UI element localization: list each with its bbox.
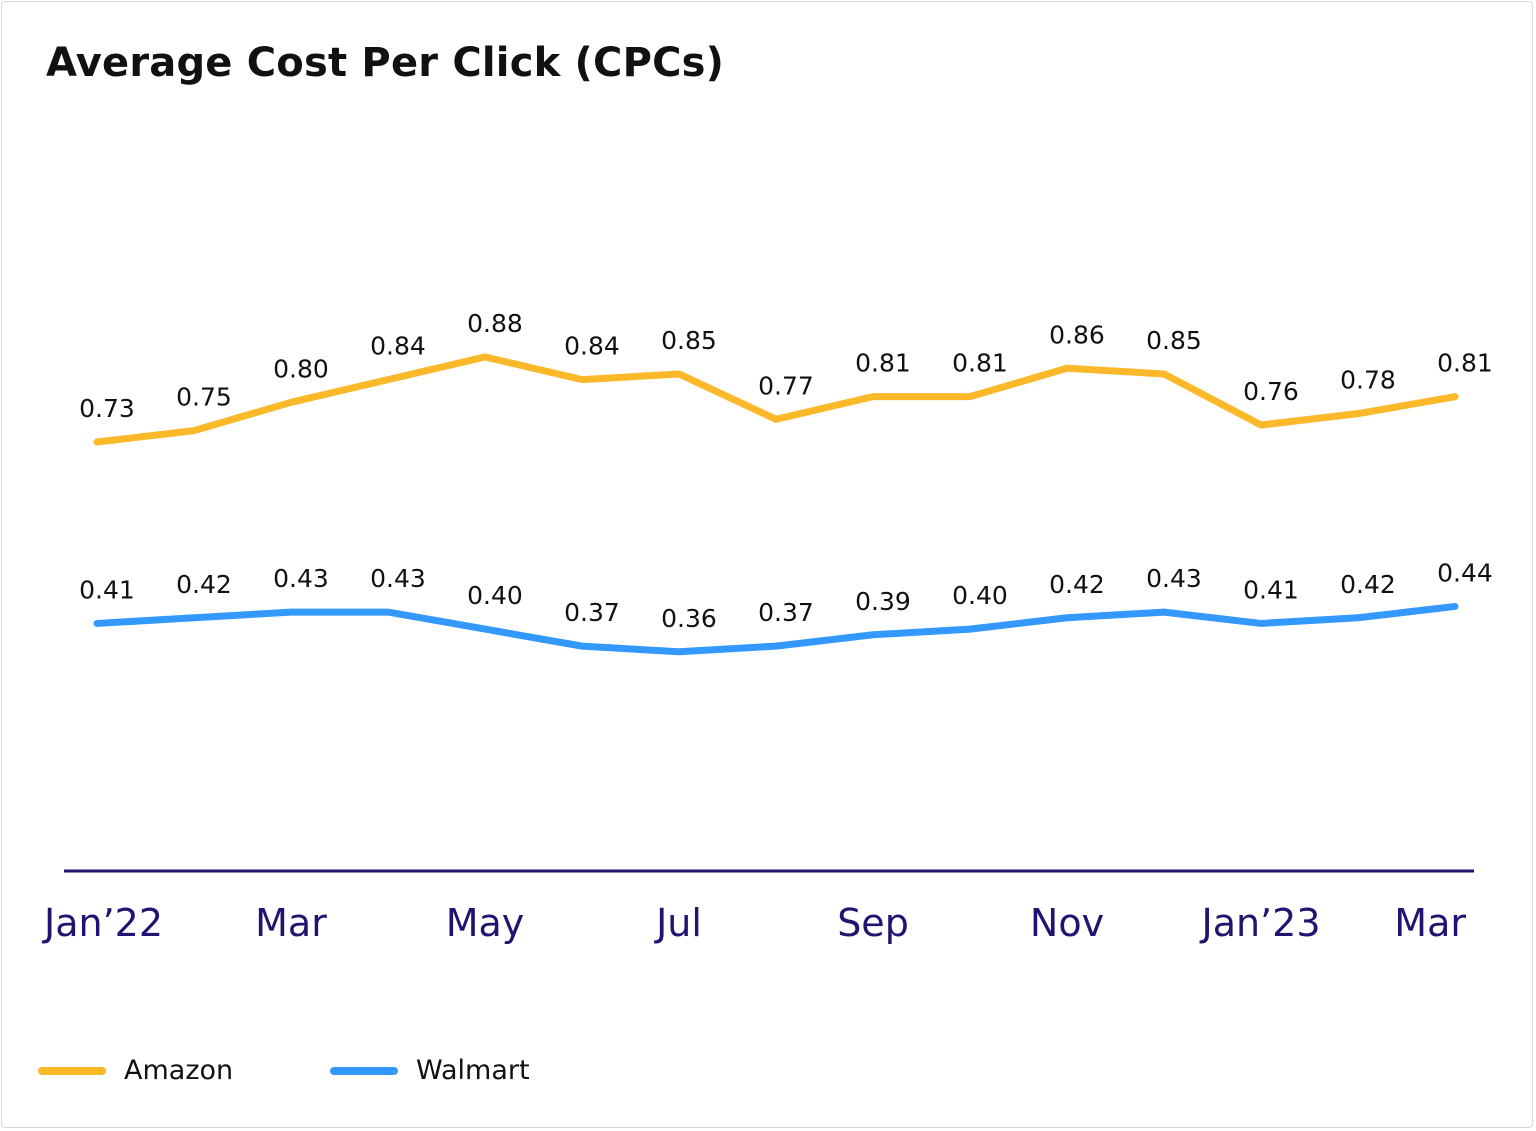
chart-title: Average Cost Per Click (CPCs) — [46, 40, 725, 86]
data-label-walmart: 0.37 — [564, 598, 620, 627]
data-label-amazon: 0.81 — [952, 349, 1008, 378]
data-label-amazon: 0.76 — [1243, 377, 1299, 406]
data-label-walmart: 0.42 — [1340, 570, 1396, 599]
data-label-walmart: 0.36 — [661, 604, 717, 633]
data-label-amazon: 0.80 — [273, 354, 329, 383]
data-label-amazon: 0.84 — [370, 332, 426, 361]
x-tick-label: Mar — [1394, 901, 1466, 945]
data-label-walmart: 0.43 — [273, 564, 329, 593]
data-label-walmart: 0.39 — [855, 587, 911, 616]
data-label-amazon: 0.85 — [1146, 326, 1202, 355]
data-label-amazon: 0.88 — [467, 309, 523, 338]
x-tick-label: Sep — [837, 901, 909, 945]
legend-label-amazon: Amazon — [124, 1055, 234, 1086]
data-label-walmart: 0.44 — [1437, 558, 1493, 587]
legend-label-walmart: Walmart — [416, 1055, 530, 1086]
data-label-walmart: 0.43 — [370, 564, 426, 593]
data-label-amazon: 0.84 — [564, 332, 620, 361]
legend-item-amazon[interactable]: Amazon — [38, 1055, 233, 1086]
x-tick-label: May — [446, 901, 525, 945]
data-label-amazon: 0.85 — [661, 326, 717, 355]
data-label-amazon: 0.81 — [855, 349, 911, 378]
x-tick-label: Nov — [1030, 901, 1104, 945]
data-label-walmart: 0.43 — [1146, 564, 1202, 593]
data-label-walmart: 0.40 — [467, 581, 523, 610]
data-label-amazon: 0.78 — [1340, 366, 1396, 395]
x-tick-label: Jan’22 — [42, 901, 163, 945]
x-tick-label: Jan’23 — [1199, 901, 1320, 945]
data-label-walmart: 0.37 — [758, 598, 814, 627]
data-label-walmart: 0.41 — [79, 575, 135, 604]
data-label-amazon: 0.75 — [176, 383, 232, 412]
x-tick-label: Jul — [654, 901, 702, 945]
data-label-amazon: 0.86 — [1049, 320, 1105, 349]
legend-swatch-amazon — [38, 1066, 106, 1075]
data-label-walmart: 0.40 — [952, 581, 1008, 610]
legend-item-walmart[interactable]: Walmart — [330, 1055, 530, 1086]
data-label-amazon: 0.77 — [758, 371, 814, 400]
data-label-walmart: 0.42 — [1049, 570, 1105, 599]
legend-swatch-walmart — [330, 1066, 398, 1075]
data-label-walmart: 0.41 — [1243, 575, 1299, 604]
data-label-walmart: 0.42 — [176, 570, 232, 599]
data-label-amazon: 0.81 — [1437, 349, 1493, 378]
x-tick-label: Mar — [255, 901, 327, 945]
data-label-amazon: 0.73 — [79, 394, 135, 423]
